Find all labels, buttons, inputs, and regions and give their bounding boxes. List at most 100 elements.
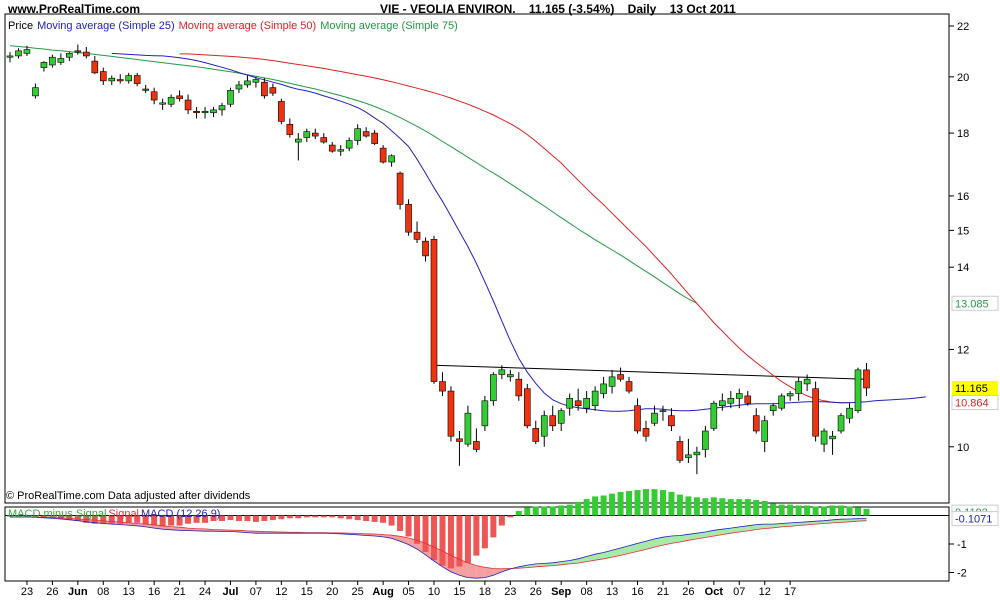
candle	[786, 391, 794, 401]
candle-body	[668, 415, 675, 427]
candle-body	[91, 60, 99, 74]
x-tick-label: 17	[784, 586, 796, 598]
candle	[278, 98, 285, 125]
y-tick-label: 10	[957, 442, 969, 454]
candle-body	[311, 132, 319, 137]
candle	[311, 128, 319, 140]
candle	[337, 145, 345, 156]
legend-ma75[interactable]: Moving average (Simple 75)	[320, 20, 458, 32]
candle	[99, 67, 107, 85]
candle	[540, 410, 548, 447]
macd-hist-bar	[286, 515, 293, 519]
candle	[693, 446, 701, 475]
candle-body	[261, 81, 268, 97]
candle-body	[74, 50, 82, 53]
candle-body	[218, 105, 226, 111]
quote-change: 11.165 (-3.54%)	[528, 2, 615, 16]
candle-body	[23, 49, 31, 54]
candle-body	[269, 87, 277, 94]
candle	[108, 75, 116, 85]
macd-fill-segment	[679, 534, 689, 543]
macd-fill-segment	[832, 519, 842, 523]
macd-fill-segment	[781, 522, 791, 527]
candle	[473, 428, 480, 453]
macd-fill-segment	[620, 545, 630, 556]
candle	[235, 80, 243, 94]
candle	[642, 420, 650, 442]
candle-body	[710, 402, 718, 429]
candle	[651, 405, 658, 426]
candle-body	[523, 388, 531, 427]
legend-macd-line[interactable]: MACD (12 26 9)	[141, 508, 221, 520]
candle-body	[176, 95, 183, 99]
candle	[244, 75, 251, 88]
candle	[591, 386, 599, 411]
candle	[481, 395, 489, 431]
macd-hist-bar	[659, 490, 666, 516]
macd-hist-bar	[142, 515, 149, 525]
macd-fill-segment	[671, 535, 680, 544]
candle	[320, 133, 328, 144]
y-tick-label: 16	[957, 191, 969, 203]
candle	[557, 408, 565, 431]
macd-hist-bar	[761, 500, 768, 516]
legend-macd-signal[interactable]: Signal	[108, 508, 139, 520]
macd-fill-segment	[171, 526, 180, 531]
ma50-line	[179, 53, 850, 404]
macd-hist-bar	[490, 515, 497, 538]
candle	[829, 430, 836, 455]
price-legend: Price Moving average (Simple 25) Moving av…	[8, 20, 462, 32]
legend-ma25[interactable]: Moving average (Simple 25)	[37, 20, 175, 32]
macd-hist-bar	[626, 490, 633, 516]
candle	[184, 94, 192, 115]
candle-body	[142, 88, 149, 91]
macd-hist-bar	[108, 515, 115, 524]
macd-hist-bar	[227, 515, 234, 521]
macd-hist-bar	[363, 515, 370, 522]
macd-hist-bar	[541, 506, 548, 516]
legend-macd-hist[interactable]: MACD minus Signal	[8, 508, 107, 520]
candle	[820, 428, 828, 453]
candle-body	[566, 398, 573, 409]
candle-body	[320, 137, 328, 143]
candle	[142, 84, 149, 94]
candle-body	[244, 80, 251, 86]
macd-hist-bar	[91, 515, 98, 524]
candle-body	[456, 438, 463, 442]
x-tick-label: 08	[581, 586, 593, 598]
macd-hist-bar	[312, 515, 319, 518]
macd-hist-bar	[651, 489, 658, 516]
x-tick-label: 26	[682, 586, 694, 598]
x-tick-label: 16	[631, 586, 643, 598]
candle	[6, 52, 14, 63]
macd-hist-bar	[566, 504, 573, 516]
macd-fill-segment	[578, 556, 587, 564]
candle	[167, 94, 175, 108]
macd-hist-bar	[159, 515, 166, 527]
candle-body	[719, 400, 726, 406]
candle	[659, 405, 667, 421]
x-tick-label: 23	[504, 586, 516, 598]
macd-fill-segment	[756, 524, 765, 530]
x-tick-label: 20	[326, 586, 338, 598]
candle-body	[464, 412, 472, 445]
legend-ma50[interactable]: Moving average (Simple 50)	[178, 20, 317, 32]
candle	[295, 133, 302, 161]
candle-body	[846, 407, 853, 419]
macd-fill-segment	[569, 558, 579, 564]
candle	[193, 107, 200, 119]
macd-hist-bar	[125, 515, 132, 523]
candle-body	[557, 410, 565, 424]
candle-body	[108, 77, 116, 82]
candle-body	[617, 374, 624, 380]
candle-body	[829, 435, 836, 440]
macd-hist-bar	[337, 515, 344, 519]
candle	[23, 45, 31, 56]
macd-fill-segment	[764, 524, 774, 529]
macd-hist-bar	[821, 506, 828, 516]
macd-hist-bar	[100, 515, 107, 524]
candle	[702, 425, 709, 458]
site-title[interactable]: www.ProRealTime.com	[8, 2, 141, 16]
macd-hist-bar	[388, 515, 395, 526]
